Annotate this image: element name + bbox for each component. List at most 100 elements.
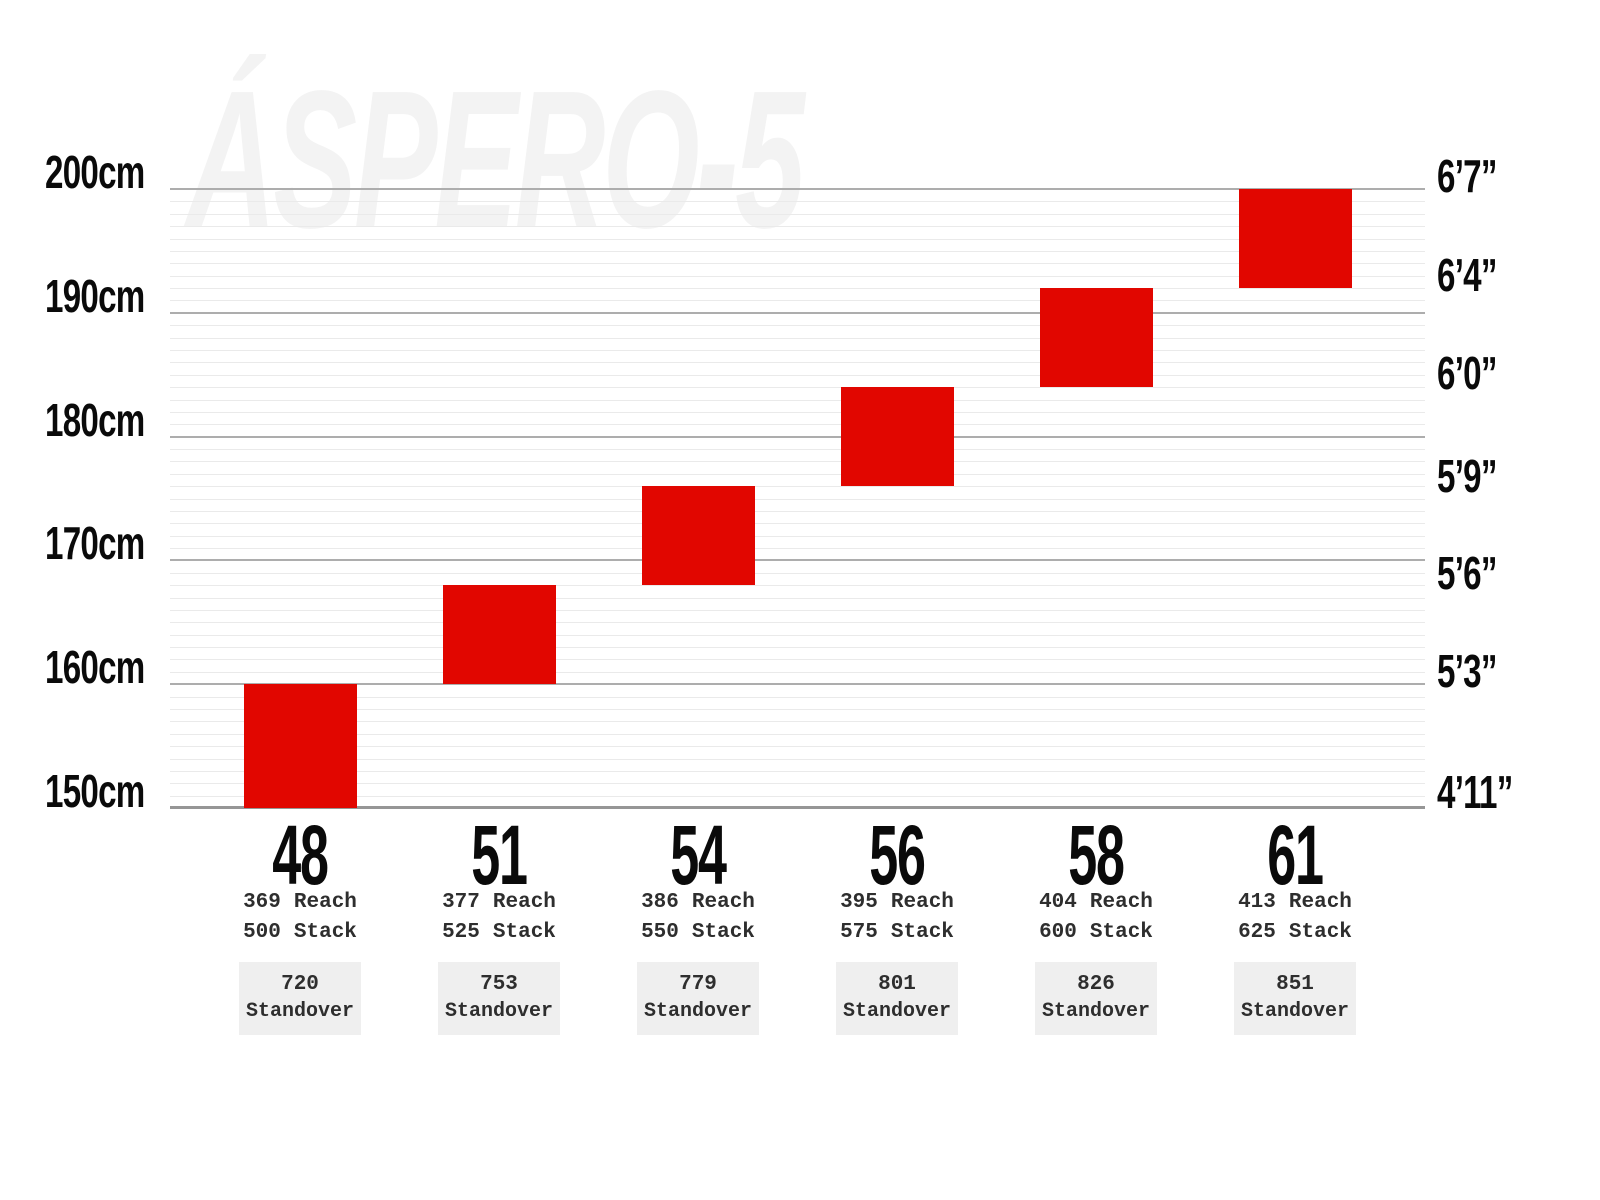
gridline-minor <box>170 622 1425 624</box>
gridline-minor <box>170 548 1425 549</box>
stack-label: Stack <box>691 921 755 944</box>
standover-box: 826 Standover <box>1035 962 1157 1035</box>
gridline-baseline <box>170 806 1425 809</box>
reach-label: Reach <box>890 891 954 914</box>
stack-label: Stack <box>1089 921 1153 944</box>
size-bar-56 <box>840 387 954 487</box>
standover-value: 720 <box>281 973 319 996</box>
gridline-minor <box>170 213 1425 215</box>
size-label: 54 <box>670 808 727 902</box>
standover-value: 826 <box>1077 973 1115 996</box>
reach-spec: 404 Reach <box>976 888 1216 918</box>
reach-value: 369 <box>243 891 281 914</box>
size-bar-48 <box>243 684 357 808</box>
size-label: 56 <box>869 808 926 902</box>
left-tick-150: 150cm <box>45 765 145 817</box>
gridline-minor <box>170 709 1425 710</box>
gridline-minor <box>170 300 1425 302</box>
stack-label: Stack <box>492 921 556 944</box>
stack-spec: 525 Stack <box>379 918 619 948</box>
size-column-54: 54 386 Reach 550 Stack 779 Standover <box>578 808 818 1035</box>
right-tick-6’7”: 6’7” <box>1437 149 1497 202</box>
stack-label: Stack <box>293 921 357 944</box>
stack-value: 625 <box>1238 921 1276 944</box>
size-column-58: 58 404 Reach 600 Stack 826 Standover <box>976 808 1216 1035</box>
gridline-minor <box>170 671 1425 673</box>
size-column-56: 56 395 Reach 575 Stack 801 Standover <box>777 808 1017 1035</box>
gridline-minor <box>170 473 1425 475</box>
gridline-minor <box>170 647 1425 649</box>
reach-label: Reach <box>293 891 357 914</box>
gridline-minor <box>170 696 1425 698</box>
stack-label: Stack <box>890 921 954 944</box>
gridline-minor <box>170 399 1425 401</box>
size-bar-54 <box>641 486 755 586</box>
right-tick-4’11”: 4’11” <box>1437 766 1513 819</box>
stack-value: 600 <box>1039 921 1077 944</box>
reach-label: Reach <box>1288 891 1352 914</box>
gridline-major <box>170 188 1425 190</box>
standover-value: 753 <box>480 973 518 996</box>
gridline-minor <box>170 609 1425 611</box>
right-tick-6’0”: 6’0” <box>1437 346 1497 399</box>
stack-spec: 575 Stack <box>777 918 1017 948</box>
size-label: 48 <box>272 808 329 902</box>
left-tick-200: 200cm <box>45 146 145 198</box>
stack-label: Stack <box>1288 921 1352 944</box>
gridline-major <box>170 311 1425 314</box>
reach-label: Reach <box>1089 891 1153 914</box>
reach-value: 413 <box>1238 891 1276 914</box>
gridline-minor <box>170 634 1425 636</box>
standover-label: Standover <box>1041 1000 1151 1023</box>
reach-label: Reach <box>492 891 556 914</box>
gridline-minor <box>170 659 1425 661</box>
stack-spec: 625 Stack <box>1175 918 1415 948</box>
gridline-minor <box>170 795 1425 797</box>
reach-spec: 395 Reach <box>777 888 1017 918</box>
gridline-minor <box>170 250 1425 252</box>
watermark-title: ÁSPERO-5 <box>186 50 805 269</box>
stack-spec: 600 Stack <box>976 918 1216 948</box>
stack-value: 500 <box>243 921 281 944</box>
gridline-minor <box>170 535 1425 537</box>
gridline-major <box>170 683 1425 686</box>
gridline-minor <box>170 387 1425 389</box>
gridline-minor <box>170 733 1425 735</box>
right-tick-5’6”: 5’6” <box>1437 547 1497 600</box>
gridline-minor <box>170 783 1425 785</box>
right-tick-6’4”: 6’4” <box>1437 248 1497 301</box>
standover-label: Standover <box>643 1000 753 1023</box>
gridline-minor <box>170 486 1425 488</box>
stack-spec: 500 Stack <box>180 918 420 948</box>
size-column-51: 51 377 Reach 525 Stack 753 Standover <box>379 813 619 1035</box>
size-label: 58 <box>1068 808 1125 902</box>
gridline-minor <box>170 746 1425 748</box>
standover-label: Standover <box>842 1000 952 1023</box>
gridline-minor <box>170 597 1425 599</box>
standover-box: 753 Standover <box>438 962 560 1035</box>
gridline-minor <box>170 770 1425 772</box>
stack-value: 575 <box>840 921 878 944</box>
stack-value: 550 <box>641 921 679 944</box>
size-bar-61 <box>1238 189 1352 288</box>
left-tick-180: 180cm <box>45 393 145 446</box>
reach-value: 377 <box>442 891 480 914</box>
gridline-major <box>170 559 1425 562</box>
reach-value: 386 <box>641 891 679 914</box>
gridline-minor <box>170 572 1425 574</box>
standover-value: 851 <box>1276 973 1314 996</box>
gridline-minor <box>170 275 1425 277</box>
gridline-minor <box>170 498 1425 500</box>
gridline-minor <box>170 374 1425 376</box>
gridline-major <box>170 435 1425 438</box>
standover-box: 851 Standover <box>1234 962 1356 1035</box>
reach-value: 404 <box>1039 891 1077 914</box>
size-column-61: 61 413 Reach 625 Stack 851 Standover <box>1175 813 1415 1035</box>
standover-label: Standover <box>444 1000 554 1023</box>
size-column-48: 48 369 Reach 500 Stack 720 Standover <box>180 808 420 1035</box>
standover-label: Standover <box>1240 1000 1350 1023</box>
gridline-minor <box>170 449 1425 450</box>
reach-label: Reach <box>691 891 755 914</box>
standover-value: 801 <box>878 973 916 996</box>
plot-area <box>170 188 1425 809</box>
